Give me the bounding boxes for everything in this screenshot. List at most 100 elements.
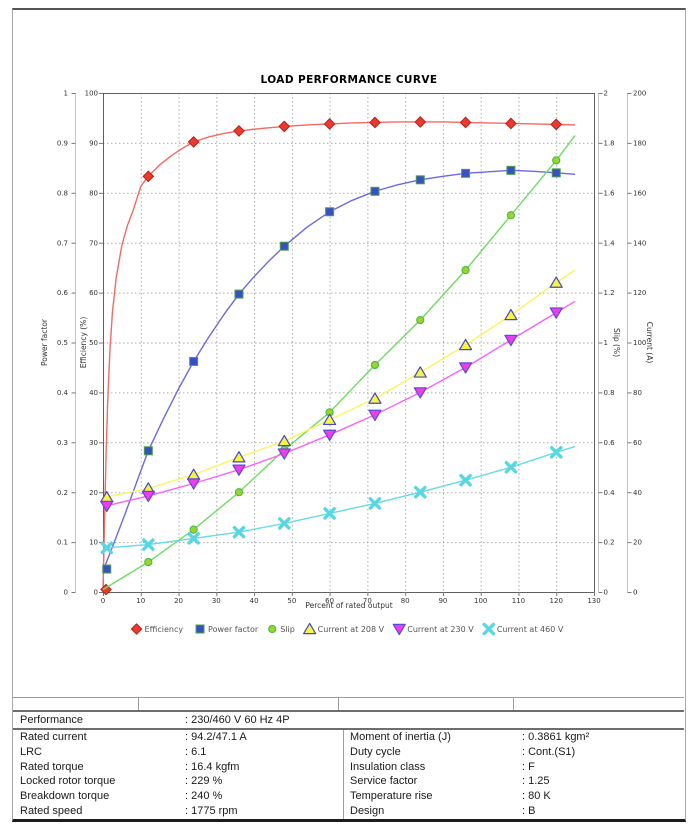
spec-row: Rated current : 94.2/47.1 A [13, 730, 343, 745]
spec-value: : 1.25 [522, 775, 550, 788]
column-divider [513, 698, 514, 710]
spec-value: : B [522, 804, 536, 817]
tick-label: 0 [64, 589, 68, 597]
spec-value: : Cont.(S1) [522, 745, 576, 758]
gridlines [103, 93, 594, 592]
spec-value: : 240 % [185, 790, 223, 803]
tick-label: 0.1 [57, 539, 68, 547]
load-performance-chart: 0 0.1 0.2 0.3 0.4 0.5 0.6 0.7 0.8 0.9 1 Power facto… [40, 90, 654, 636]
tick-label: 0.5 [57, 339, 68, 347]
tick-label: 40 [89, 389, 98, 397]
tick-label: 40 [250, 597, 259, 605]
tick-label: 40 [633, 489, 642, 497]
tick-label: 0.7 [57, 239, 68, 247]
tick-label: 1.6 [604, 189, 616, 197]
legend-label: Power factor [208, 625, 259, 634]
axis-percent-of-rated-output: 0 10 20 30 40 50 60 70 80 90 100 110 120 130 [101, 592, 601, 605]
spec-row: Service factor : 1.25 [344, 774, 684, 789]
series-current-at-460-v [100, 445, 576, 555]
tick-label: 60 [633, 439, 642, 447]
tick-label: 100 [85, 90, 98, 98]
chart-legend: Efficiency Power factor Slip Current at 208… [130, 622, 564, 636]
tick-label: 120 [633, 289, 646, 297]
spec-label: Locked rotor torque [20, 775, 116, 788]
performance-row: Performance : 230/460 V 60 Hz 4P [13, 712, 684, 730]
tick-label: 70 [89, 239, 98, 247]
performance-value: : 230/460 V 60 Hz 4P [185, 714, 290, 726]
spec-label: Insulation class [350, 760, 426, 773]
tick-label: 20 [174, 597, 183, 605]
spec-table-body: Rated current: 94.2/47.1 A LRC: 6.1 Rated … [13, 730, 684, 819]
axis-efficiency-: 0 10 20 30 40 50 60 70 80 90 100 Efficiency (%) [79, 90, 103, 597]
series-line [102, 300, 576, 508]
series-line [102, 269, 576, 499]
tick-label: 180 [633, 140, 646, 148]
tick-label: 30 [89, 439, 98, 447]
series-line [102, 121, 576, 593]
tick-label: 0.8 [57, 189, 68, 197]
spec-row: Duty cycle : Cont.(S1) [344, 745, 684, 760]
tick-label: 0.8 [604, 389, 615, 397]
spec-label: Rated torque [20, 760, 84, 773]
spec-value: : 80 K [522, 790, 551, 803]
tick-label: 0.6 [604, 439, 616, 447]
tick-label: 1.2 [604, 289, 615, 297]
x-axis-title: Percent of rated output [305, 601, 393, 610]
series-current-at-208-v [100, 269, 576, 503]
tick-label: 60 [89, 289, 98, 297]
plot-border [103, 93, 595, 593]
spec-label: Duty cycle [350, 745, 401, 758]
series-current-at-230-v [100, 300, 576, 513]
tick-label: 0 [101, 597, 105, 605]
spec-value: : 0.3861 kgm² [522, 731, 590, 743]
spec-label: Temperature rise [350, 790, 433, 803]
spec-label: LRC [20, 745, 43, 758]
tick-label: 0 [633, 589, 637, 597]
axis-title: Current (A) [645, 322, 654, 364]
spec-row: Design: B [344, 804, 684, 819]
tick-label: 0 [604, 589, 608, 597]
spec-row: Locked rotor torque : 229 % [13, 774, 343, 789]
tick-label: 70 [363, 597, 372, 605]
legend-label: Current at 460 V [497, 625, 564, 634]
spec-row: Rated speed: 1775 rpm [13, 804, 343, 819]
series-efficiency [100, 116, 576, 596]
series-slip [102, 134, 576, 591]
tick-label: 20 [633, 539, 642, 547]
spec-row: Breakdown torque : 240 % [13, 789, 343, 804]
tick-label: 0.3 [57, 439, 68, 447]
spec-right-column: Moment of inertia (J) : 0.3861 kgm² Duty c… [344, 730, 684, 819]
spec-label: Rated current [20, 731, 87, 743]
tick-label: 50 [287, 597, 296, 605]
axis-title: Efficiency (%) [79, 317, 88, 369]
tick-label: 1 [604, 339, 608, 347]
performance-label: Performance [20, 714, 83, 726]
spec-value: : 94.2/47.1 A [185, 731, 247, 743]
tick-label: 20 [89, 489, 98, 497]
spec-left-column: Rated current: 94.2/47.1 A LRC: 6.1 Rated … [13, 730, 344, 819]
page-frame [12, 8, 686, 822]
tick-label: 80 [89, 189, 98, 197]
spec-label: Moment of inertia (J) [350, 731, 451, 743]
tick-label: 30 [212, 597, 221, 605]
axis-title: Power factor [40, 318, 49, 366]
legend-label: Current at 208 V [318, 625, 385, 634]
tick-label: 50 [89, 339, 98, 347]
axis-title: Slip (%) [612, 328, 621, 357]
tick-label: 60 [325, 597, 334, 605]
tick-label: 1 [64, 90, 68, 98]
tick-label: 140 [633, 239, 646, 247]
tick-label: 100 [474, 597, 487, 605]
spec-row: Rated torque : 16.4 kgfm [13, 760, 343, 775]
tick-label: 0.4 [604, 489, 616, 497]
tick-label: 0.4 [57, 389, 69, 397]
spec-label: Service factor [350, 775, 418, 788]
spec-label: Rated speed [20, 804, 83, 817]
spec-value: : 16.4 kgfm [185, 760, 240, 773]
spec-value: : 229 % [185, 775, 223, 788]
tick-label: 0.9 [57, 140, 68, 148]
spec-label: Breakdown torque [20, 790, 110, 803]
tick-label: 0.2 [57, 489, 68, 497]
spec-value: : F [522, 760, 535, 773]
